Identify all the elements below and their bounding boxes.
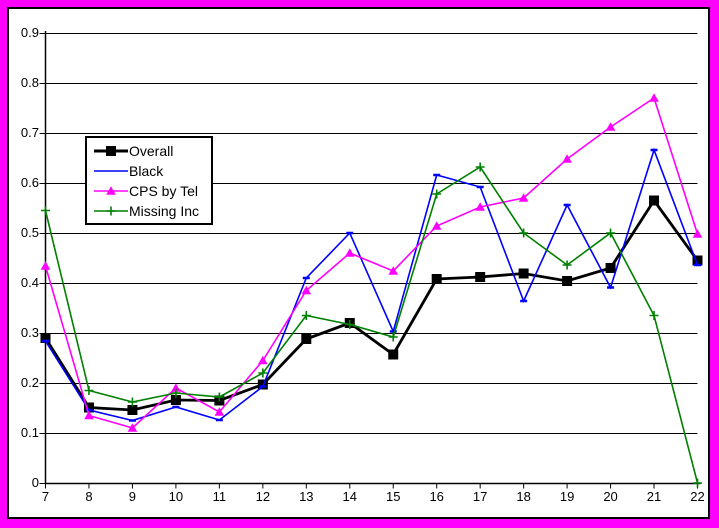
x-tick-label: 9: [128, 489, 137, 504]
cps-by-tel-line-sample-icon: [93, 184, 129, 198]
missing-inc-line-sample-icon: [93, 204, 129, 218]
legend-item-black: Black: [93, 161, 211, 181]
y-tick-label: 0.9: [20, 25, 39, 40]
x-tick-label: 12: [255, 489, 271, 504]
x-tick-label: 17: [472, 489, 488, 504]
legend-label-missing-inc: Missing Inc: [129, 203, 200, 219]
x-tick-label: 8: [85, 489, 93, 504]
y-tick-label: 0.8: [20, 75, 39, 90]
x-tick-label: 10: [168, 489, 184, 504]
x-tick-label: 18: [516, 489, 531, 504]
y-tick-label: 0: [31, 475, 39, 490]
x-tick-label: 15: [385, 489, 401, 504]
legend-label-black: Black: [129, 163, 164, 179]
legend-label-overall: Overall: [129, 143, 174, 159]
y-tick-label: 0.7: [20, 125, 39, 140]
x-tick-label: 21: [646, 489, 662, 504]
black-line-sample-icon: [93, 164, 129, 178]
x-tick-label: 7: [41, 489, 50, 504]
y-tick-label: 0.3: [20, 325, 39, 340]
legend-item-missing-inc: Missing Inc: [93, 201, 211, 221]
legend-item-cps-by-tel: CPS by Tel: [93, 181, 211, 201]
x-tick-label: 14: [342, 489, 357, 504]
x-tick-label: 13: [299, 489, 314, 504]
y-tick-label: 0.6: [20, 175, 39, 190]
legend: Overall Black CPS by Tel Missing Inc: [85, 136, 213, 225]
x-tick-label: 20: [603, 489, 618, 504]
x-tick-label: 22: [690, 489, 705, 504]
x-tick-label: 19: [559, 489, 575, 504]
y-tick-label: 0.5: [20, 225, 39, 240]
overall-line-sample-icon: [93, 144, 129, 158]
x-tick-label: 11: [212, 489, 227, 504]
y-tick-label: 0.1: [20, 425, 39, 440]
legend-item-overall: Overall: [93, 141, 211, 161]
x-tick-label: 16: [429, 489, 444, 504]
legend-label-cps-by-tel: CPS by Tel: [129, 183, 198, 199]
y-tick-label: 0.4: [20, 275, 39, 290]
y-tick-label: 0.2: [20, 375, 39, 390]
